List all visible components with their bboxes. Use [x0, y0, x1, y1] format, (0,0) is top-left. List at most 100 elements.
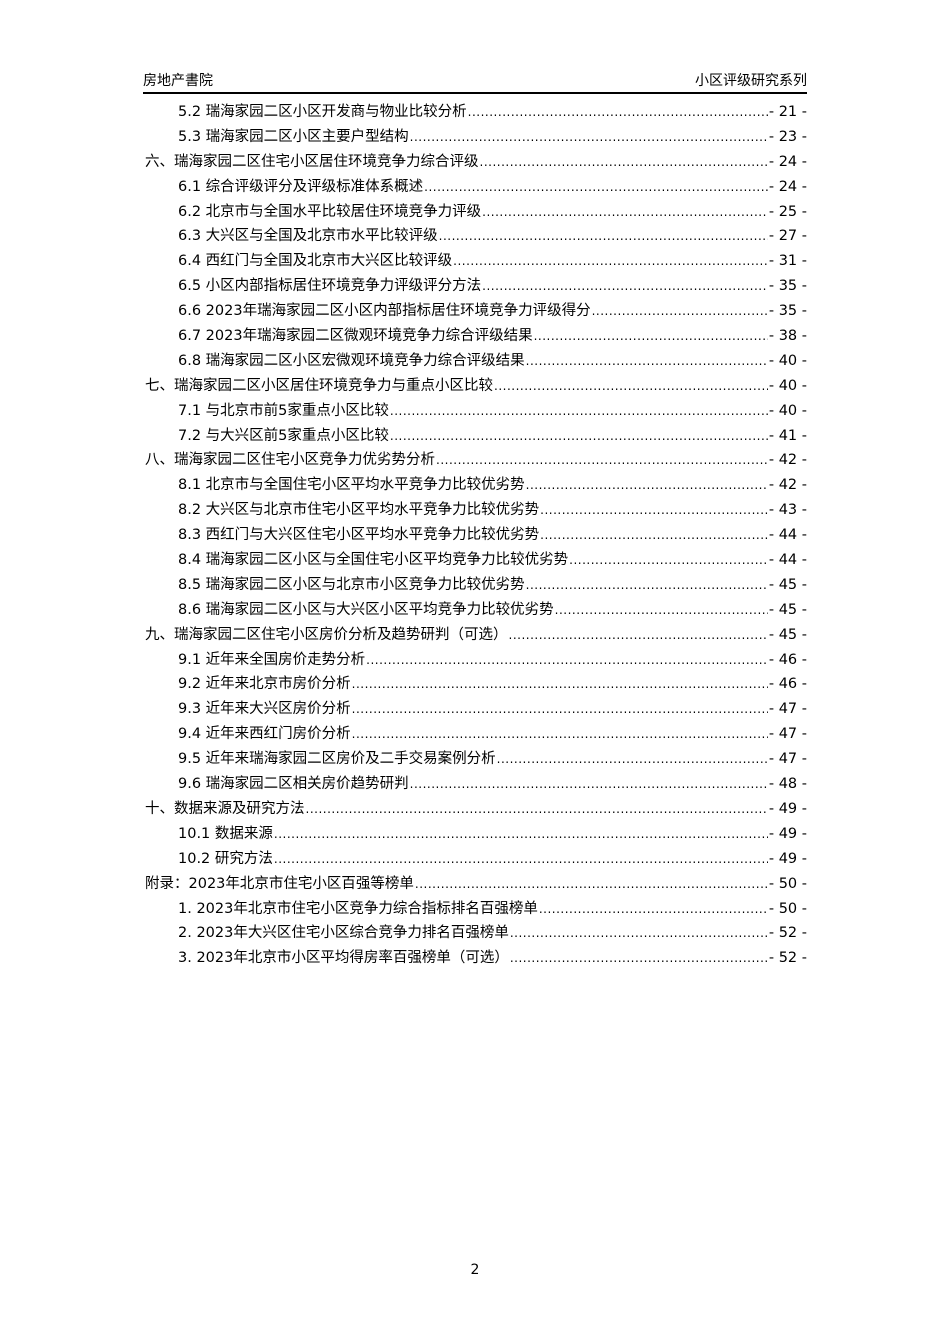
toc-entry[interactable]: 2. 2023年大兴区住宅小区综合竞争力排名百强榜单 - 52 -: [145, 921, 807, 946]
toc-entry-title: 十、数据来源及研究方法: [145, 800, 305, 817]
dot-leader: [352, 677, 768, 691]
toc-entry[interactable]: 8.5 瑞海家园二区小区与北京市小区竞争力比较优劣势 - 45 -: [145, 573, 807, 598]
toc-entry[interactable]: 6.7 2023年瑞海家园二区微观环境竞争力综合评级结果 - 38 -: [145, 324, 807, 349]
dot-leader: [415, 877, 768, 891]
toc-entry[interactable]: 6.3 大兴区与全国及北京市水平比较评级 - 27 -: [145, 224, 807, 249]
toc-entry[interactable]: 8.6 瑞海家园二区小区与大兴区小区平均竞争力比较优劣势 - 45 -: [145, 598, 807, 623]
toc-entry-title: 八、瑞海家园二区住宅小区竞争力优劣势分析: [145, 452, 435, 469]
toc-entry-page: - 45 -: [768, 626, 807, 643]
toc-entry[interactable]: 10.1 数据来源 - 49 -: [145, 822, 807, 847]
dot-leader: [453, 254, 768, 268]
toc-entry[interactable]: 9.3 近年来大兴区房价分析 - 47 -: [145, 697, 807, 722]
toc-entry[interactable]: 8.2 大兴区与北京市住宅小区平均水平竞争力比较优劣势 - 43 -: [145, 498, 807, 523]
dot-leader: [366, 653, 768, 667]
toc-entry[interactable]: 6.8 瑞海家园二区小区宏微观环境竞争力综合评级结果 - 40 -: [145, 349, 807, 374]
toc-entry-page: - 31 -: [768, 253, 807, 270]
dot-leader: [482, 279, 768, 293]
toc-entry[interactable]: 9.6 瑞海家园二区相关房价趋势研判 - 48 -: [145, 772, 807, 797]
toc-entry-title: 6.5 小区内部指标居住环境竞争力评级评分方法: [178, 278, 482, 295]
toc-entry-title: 6.1 综合评级评分及评级标准体系概述: [178, 178, 424, 195]
toc-entry-page: - 35 -: [768, 278, 807, 295]
toc-entry[interactable]: 6.4 西红门与全国及北京市大兴区比较评级 - 31 -: [145, 249, 807, 274]
dot-leader: [352, 727, 768, 741]
toc-entry[interactable]: 9.2 近年来北京市房价分析 - 46 -: [145, 672, 807, 697]
toc-entry[interactable]: 5.2 瑞海家园二区小区开发商与物业比较分析 - 21 -: [145, 100, 807, 125]
dot-leader: [534, 329, 768, 343]
toc-entry-title: 7.1 与北京市前5家重点小区比较: [178, 402, 389, 419]
toc-entry-page: - 35 -: [768, 303, 807, 320]
toc-entry-title: 9.5 近年来瑞海家园二区房价及二手交易案例分析: [178, 751, 496, 768]
toc-entry-title: 9.1 近年来全国房价走势分析: [178, 651, 366, 668]
toc-entry-title: 9.4 近年来西红门房价分析: [178, 726, 351, 743]
toc-entry-title: 6.8 瑞海家园二区小区宏微观环境竞争力综合评级结果: [178, 352, 525, 369]
toc-entry[interactable]: 9.1 近年来全国房价走势分析 - 46 -: [145, 648, 807, 673]
toc-entry-title: 3. 2023年北京市小区平均得房率百强榜单（可选）: [178, 950, 509, 967]
dot-leader: [424, 180, 768, 194]
toc-entry[interactable]: 5.3 瑞海家园二区小区主要户型结构 - 23 -: [145, 125, 807, 150]
toc-entry[interactable]: 七、瑞海家园二区小区居住环境竞争力与重点小区比较 - 40 -: [145, 374, 807, 399]
toc-entry-page: - 50 -: [768, 900, 807, 917]
dot-leader: [510, 951, 768, 965]
toc-entry-title: 9.6 瑞海家园二区相关房价趋势研判: [178, 776, 409, 793]
toc-entry-page: - 21 -: [768, 104, 807, 120]
toc-entry-title: 10.1 数据来源: [178, 825, 273, 842]
toc-entry-title: 9.2 近年来北京市房价分析: [178, 676, 351, 693]
toc-entry[interactable]: 6.5 小区内部指标居住环境竞争力评级评分方法 - 35 -: [145, 274, 807, 299]
dot-leader: [436, 453, 768, 467]
toc-entry[interactable]: 8.3 西红门与大兴区住宅小区平均水平竞争力比较优劣势 - 44 -: [145, 523, 807, 548]
toc-entry-page: - 52 -: [768, 925, 807, 942]
page-number: 2: [470, 1262, 480, 1278]
toc-entry-title: 6.7 2023年瑞海家园二区微观环境竞争力综合评级结果: [178, 328, 533, 345]
dot-leader: [509, 628, 768, 642]
toc-entry-page: - 49 -: [768, 850, 807, 867]
toc-entry-title: 10.2 研究方法: [178, 850, 273, 867]
toc-entry[interactable]: 8.4 瑞海家园二区小区与全国住宅小区平均竞争力比较优劣势 - 44 -: [145, 548, 807, 573]
dot-leader: [274, 827, 768, 841]
toc-entry-page: - 47 -: [768, 726, 807, 743]
toc-entry-page: - 43 -: [768, 502, 807, 519]
toc-entry-title: 9.3 近年来大兴区房价分析: [178, 701, 351, 718]
toc-entry-title: 附录：2023年北京市住宅小区百强等榜单: [145, 875, 414, 892]
toc-entry[interactable]: 10.2 研究方法 - 49 -: [145, 847, 807, 872]
toc-entry-page: - 47 -: [768, 751, 807, 768]
toc-entry[interactable]: 9.5 近年来瑞海家园二区房价及二手交易案例分析 - 47 -: [145, 747, 807, 772]
toc-entry[interactable]: 1. 2023年北京市住宅小区竞争力综合指标排名百强榜单 - 50 -: [145, 897, 807, 922]
toc-entry-page: - 25 -: [768, 203, 807, 220]
toc-entry-page: - 24 -: [768, 178, 807, 195]
dot-leader: [468, 105, 768, 119]
toc-entry-title: 6.2 北京市与全国水平比较居住环境竞争力评级: [178, 203, 482, 220]
dot-leader: [555, 603, 768, 617]
toc-entry-page: - 48 -: [768, 776, 807, 793]
toc-entry[interactable]: 六、瑞海家园二区住宅小区居住环境竞争力综合评级 - 24 -: [145, 150, 807, 175]
toc-entry-page: - 47 -: [768, 701, 807, 718]
toc-entry-title: 8.4 瑞海家园二区小区与全国住宅小区平均竞争力比较优劣势: [178, 552, 569, 569]
dot-leader: [390, 429, 768, 443]
toc-entry[interactable]: 附录：2023年北京市住宅小区百强等榜单 - 50 -: [145, 872, 807, 897]
toc-entry[interactable]: 6.1 综合评级评分及评级标准体系概述 - 24 -: [145, 175, 807, 200]
dot-leader: [510, 926, 768, 940]
dot-leader: [540, 528, 768, 542]
toc-entry-page: - 42 -: [768, 477, 807, 494]
dot-leader: [494, 379, 768, 393]
toc-entry-page: - 44 -: [768, 527, 807, 544]
toc-entry-title: 6.4 西红门与全国及北京市大兴区比较评级: [178, 253, 453, 270]
toc-entry[interactable]: 十、数据来源及研究方法 - 49 -: [145, 797, 807, 822]
toc-entry-page: - 52 -: [768, 950, 807, 967]
dot-leader: [592, 304, 768, 318]
toc-entry[interactable]: 9.4 近年来西红门房价分析 - 47 -: [145, 722, 807, 747]
toc-entry[interactable]: 八、瑞海家园二区住宅小区竞争力优劣势分析 - 42 -: [145, 448, 807, 473]
toc-entry[interactable]: 6.2 北京市与全国水平比较居住环境竞争力评级 - 25 -: [145, 200, 807, 225]
toc-entry-title: 8.6 瑞海家园二区小区与大兴区小区平均竞争力比较优劣势: [178, 601, 554, 618]
toc-entry[interactable]: 7.2 与大兴区前5家重点小区比较 - 41 -: [145, 424, 807, 449]
toc-entry-page: - 49 -: [768, 800, 807, 817]
toc-entry[interactable]: 6.6 2023年瑞海家园二区小区内部指标居住环境竞争力评级得分 - 35 -: [145, 299, 807, 324]
toc-entry[interactable]: 7.1 与北京市前5家重点小区比较 - 40 -: [145, 399, 807, 424]
toc-entry[interactable]: 8.1 北京市与全国住宅小区平均水平竞争力比较优劣势 - 42 -: [145, 473, 807, 498]
toc-entry-title: 5.2 瑞海家园二区小区开发商与物业比较分析: [178, 104, 467, 120]
toc-entry[interactable]: 3. 2023年北京市小区平均得房率百强榜单（可选） - 52 -: [145, 946, 807, 971]
toc-entry-title: 6.3 大兴区与全国及北京市水平比较评级: [178, 228, 438, 245]
dot-leader: [480, 155, 768, 169]
toc-entry-page: - 44 -: [768, 552, 807, 569]
dot-leader: [410, 777, 768, 791]
toc-entry[interactable]: 九、瑞海家园二区住宅小区房价分析及趋势研判（可选） - 45 -: [145, 623, 807, 648]
